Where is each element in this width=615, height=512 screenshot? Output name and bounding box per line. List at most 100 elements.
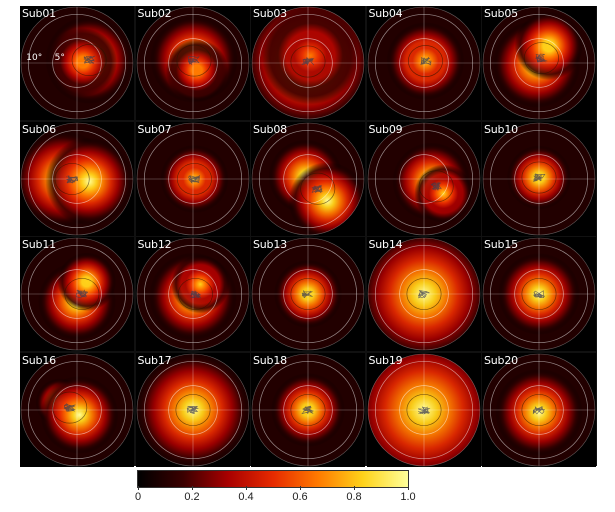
eccentricity-ring: [283, 269, 333, 319]
colorbar-tickmark: [354, 486, 355, 490]
fixation-trace: [186, 405, 198, 414]
eccentricity-ring: [514, 38, 564, 88]
colorbar-tick-label: 1.0: [400, 491, 416, 503]
heatmap-panel: Sub11: [20, 237, 134, 351]
field-outline: [20, 353, 134, 466]
field-outline: [136, 353, 249, 466]
field-outline: [136, 122, 249, 235]
eccentricity-ring: [374, 360, 473, 459]
panel-label: Sub12: [137, 238, 172, 251]
heatmap-grid: Sub01 10° 5° Sub02 Sub03 Sub04 Sub05 Sub06 Sub07…: [20, 6, 597, 467]
colorbar-tick-label: 0.4: [238, 491, 254, 503]
colorbar-tickmark: [408, 486, 409, 490]
fixation-trace: [301, 405, 314, 414]
panel-label: Sub15: [484, 238, 518, 251]
field-outline: [251, 6, 365, 120]
fixation-trace: [532, 405, 545, 414]
eccentricity-ring: [514, 384, 564, 435]
eccentricity-ring: [27, 129, 127, 228]
colorbar-tickmark: [300, 486, 301, 490]
fixation-contour: [177, 278, 213, 310]
eccentricity-ring: [398, 38, 449, 88]
activation-blob: [495, 368, 583, 456]
heatmap-panel: Sub15: [482, 237, 596, 351]
colorbar-tickmark: [192, 486, 193, 490]
activation-blob: [165, 39, 228, 102]
fixation-contour: [176, 162, 212, 195]
panel-label: Sub11: [22, 238, 56, 251]
panel-label: Sub20: [484, 353, 518, 367]
colorbar: [137, 470, 409, 488]
fixation-trace: [417, 405, 430, 415]
fixation-contour: [71, 44, 107, 77]
panel-label: Sub07: [137, 122, 172, 136]
field-outline: [20, 237, 134, 351]
activation-blob: [40, 375, 119, 454]
eccentricity-ring: [283, 384, 333, 435]
fixation-contour: [523, 42, 559, 75]
panel-label: Sub10: [484, 122, 518, 136]
heatmap-panel: Sub20: [482, 352, 596, 467]
fixation-contour: [290, 393, 326, 426]
heatmap-panel: Sub13: [251, 237, 365, 351]
fixation-contour: [175, 393, 210, 426]
colorbar-tickmark: [246, 486, 247, 490]
panel-label: Sub03: [253, 7, 287, 20]
eccentricity-ring: [143, 129, 242, 228]
panel-label: Sub06: [22, 122, 56, 136]
eccentricity-ring: [374, 13, 473, 113]
colorbar-tick-label: 0.2: [184, 491, 200, 503]
heatmap-panel: Sub10: [482, 121, 596, 236]
eccentricity-ring: [489, 129, 589, 228]
heatmap-panel: Sub04: [366, 6, 481, 120]
eccentricity-ring: [514, 269, 564, 319]
colorbar-tickmark: [138, 486, 139, 490]
heatmap-panel: Sub01 10° 5°: [20, 6, 134, 120]
fixation-trace: [65, 174, 79, 183]
eccentricity-ring: [27, 244, 127, 344]
panel-label: Sub02: [137, 7, 172, 20]
eccentricity-ring: [514, 153, 564, 204]
eccentricity-ring: [27, 13, 127, 113]
colorbar-tick-label: 0.8: [346, 491, 362, 503]
fixation-contour: [521, 278, 557, 310]
panel-label: Sub04: [368, 7, 403, 20]
panel-label: Sub01: [22, 7, 56, 20]
fixation-trace: [301, 290, 314, 299]
fixation-trace: [187, 56, 200, 66]
fixation-contour: [521, 393, 557, 426]
fixation-trace: [419, 56, 432, 66]
eccentricity-ring: [374, 129, 473, 228]
heatmap-panel: Sub05: [482, 6, 596, 120]
field-outline: [367, 122, 480, 235]
eccentricity-ring: [489, 244, 589, 344]
field-outline: [20, 122, 134, 235]
heatmap-panel: Sub19: [366, 352, 481, 467]
panel-label: Sub09: [368, 122, 403, 136]
eccentricity-ring: [167, 384, 218, 435]
activation-blob: [48, 27, 117, 97]
heatmap-panel: Sub18: [251, 352, 365, 467]
field-outline: [20, 6, 134, 120]
eccentricity-ring: [143, 244, 242, 344]
heatmap-panel: Sub08: [251, 121, 365, 236]
field-outline: [367, 6, 480, 120]
fixation-trace: [75, 289, 88, 299]
heatmap-panel: Sub06: [20, 121, 134, 236]
fixation-trace: [533, 290, 545, 298]
colorbar-gradient: [138, 471, 408, 487]
field-outline: [251, 353, 365, 466]
field-outline: [482, 6, 596, 120]
eccentricity-ring: [283, 153, 333, 204]
eccentricity-ring: [398, 269, 449, 319]
fixation-contour: [52, 391, 88, 423]
eccentricity-ring: [398, 153, 449, 204]
heatmap-panel: Sub17: [135, 352, 250, 467]
fixation-contour: [418, 169, 454, 202]
field-outline: [367, 237, 480, 351]
field-outline: [251, 237, 365, 351]
eccentricity-label-outer: 10°: [26, 53, 43, 63]
heatmap-panel: Sub16: [20, 352, 134, 467]
field-outline: [367, 353, 480, 466]
eccentricity-ring: [52, 153, 102, 204]
